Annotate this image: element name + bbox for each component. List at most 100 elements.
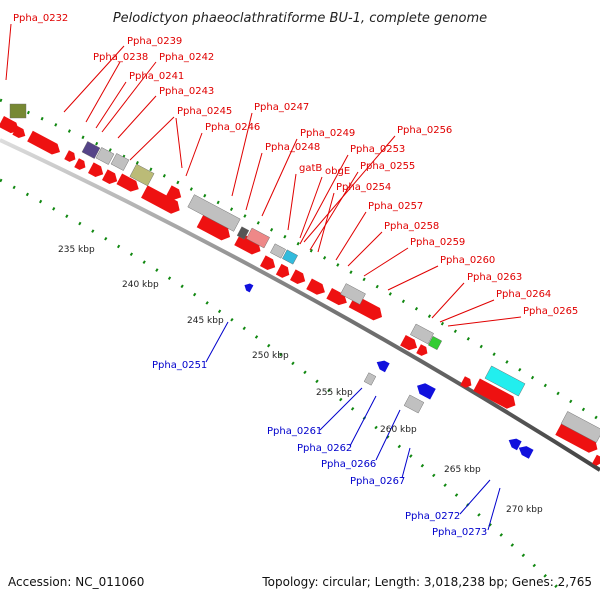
gene-label: Ppha_0266 [321,459,376,470]
gene-block-gray [410,323,434,345]
gene-label: Ppha_0256 [397,125,452,136]
forward-gene [12,125,26,138]
gene-block-gray [270,243,286,259]
label-leader [303,135,396,243]
forward-gene [234,232,261,255]
label-leader [95,81,127,129]
label-leader [185,132,203,177]
forward-gene [555,422,598,453]
gene-label: Ppha_0247 [254,102,309,113]
gene-block-gray [95,147,115,165]
gene-label: Ppha_0239 [127,36,182,47]
label-leader [363,247,409,277]
reverse-gene [376,360,390,373]
gene-label: Ppha_0262 [297,443,352,454]
gene-label: Ppha_0260 [440,255,495,266]
gene-label: obgE [325,166,350,177]
gene-label: Ppha_0232 [13,13,68,24]
label-leader [335,211,367,261]
kbp-label: 250 kbp [252,351,289,361]
forward-gene [141,185,180,214]
kbp-label: 265 kbp [444,465,481,475]
gene-block-cyan [484,365,526,397]
label-leader [85,61,121,123]
label-leader [347,231,383,267]
map-title: Pelodictyon phaeoclathratiforme BU-1, co… [113,11,487,26]
gene-block-dark [236,226,250,240]
label-leader [231,112,253,197]
forward-gene [88,162,104,177]
gene-label: Ppha_0259 [410,237,465,248]
gene-block-pink [246,227,270,249]
label-leader [101,61,157,133]
reverse-gene [244,283,254,293]
gene-label: Ppha_0245 [177,106,232,117]
kbp-label: 240 kbp [122,280,159,290]
forward-gene [592,454,600,466]
gene-label: Ppha_0246 [205,122,260,133]
label-leader [205,321,229,363]
gene-label: Ppha_0267 [350,476,405,487]
kbp-label: 255 kbp [316,388,353,398]
forward-gene [326,288,347,306]
forward-gene [416,344,428,356]
gene-block-green [427,335,443,351]
gene-block-cyan [282,249,298,265]
forward-gene [0,116,19,134]
label-leaders [5,23,522,531]
gene-label: Ppha_0249 [300,128,355,139]
gene-block-olive [9,103,27,119]
forward-gene [102,169,118,184]
gene-block-purple [81,141,101,159]
label-leader [63,45,125,113]
label-leader [261,138,298,217]
label-leader [401,447,411,479]
forward-gene [27,130,61,155]
forward-gene [196,214,231,241]
label-leader [5,23,12,81]
gene-label: Ppha_0243 [159,86,214,97]
gene-label: Ppha_0251 [152,360,207,371]
forward-gene [306,278,325,295]
gene-label: Ppha_0261 [267,426,322,437]
label-leader [299,154,349,245]
label-leader [175,117,183,169]
label-leader [459,479,491,515]
label-leader [439,299,495,323]
gene-block-gray [403,394,425,414]
label-leader [129,116,175,161]
label-leader [317,192,335,253]
gene-label: Ppha_0254 [336,182,391,193]
gene-block-gray [110,153,130,171]
gene-label: Ppha_0241 [129,71,184,82]
reverse-gene [518,446,534,459]
kbp-label: 235 kbp [58,245,95,255]
label-leader [431,282,465,319]
kbp-label: 270 kbp [506,505,543,515]
gene-label: Ppha_0258 [384,221,439,232]
reverse-gene [417,383,436,400]
gene-label: Ppha_0248 [265,142,320,153]
gene-label: Ppha_0264 [496,289,551,300]
label-leader [117,95,157,139]
kbp-label: 245 kbp [187,316,224,326]
label-leader [447,316,522,327]
reverse-gene [508,438,522,451]
gene-block-gray [363,372,377,386]
gene-label: Ppha_0255 [360,161,415,172]
forward-gene [473,378,516,409]
label-leader [319,387,363,431]
gene-label: Ppha_0253 [350,144,405,155]
gene-block-khaki [129,163,155,187]
forward-gene [64,150,76,162]
gene-label: gatB [299,163,322,174]
forward-gene [166,185,182,200]
forward-gene [290,269,306,284]
label-leader [309,171,359,251]
gene-label: Ppha_0257 [368,201,423,212]
gene-label: Ppha_0263 [467,272,522,283]
gene-label: Ppha_0265 [523,306,578,317]
accession-text: Accession: NC_011060 [8,575,144,589]
gene-label: Ppha_0242 [159,52,214,63]
genome-backbone [0,138,600,472]
